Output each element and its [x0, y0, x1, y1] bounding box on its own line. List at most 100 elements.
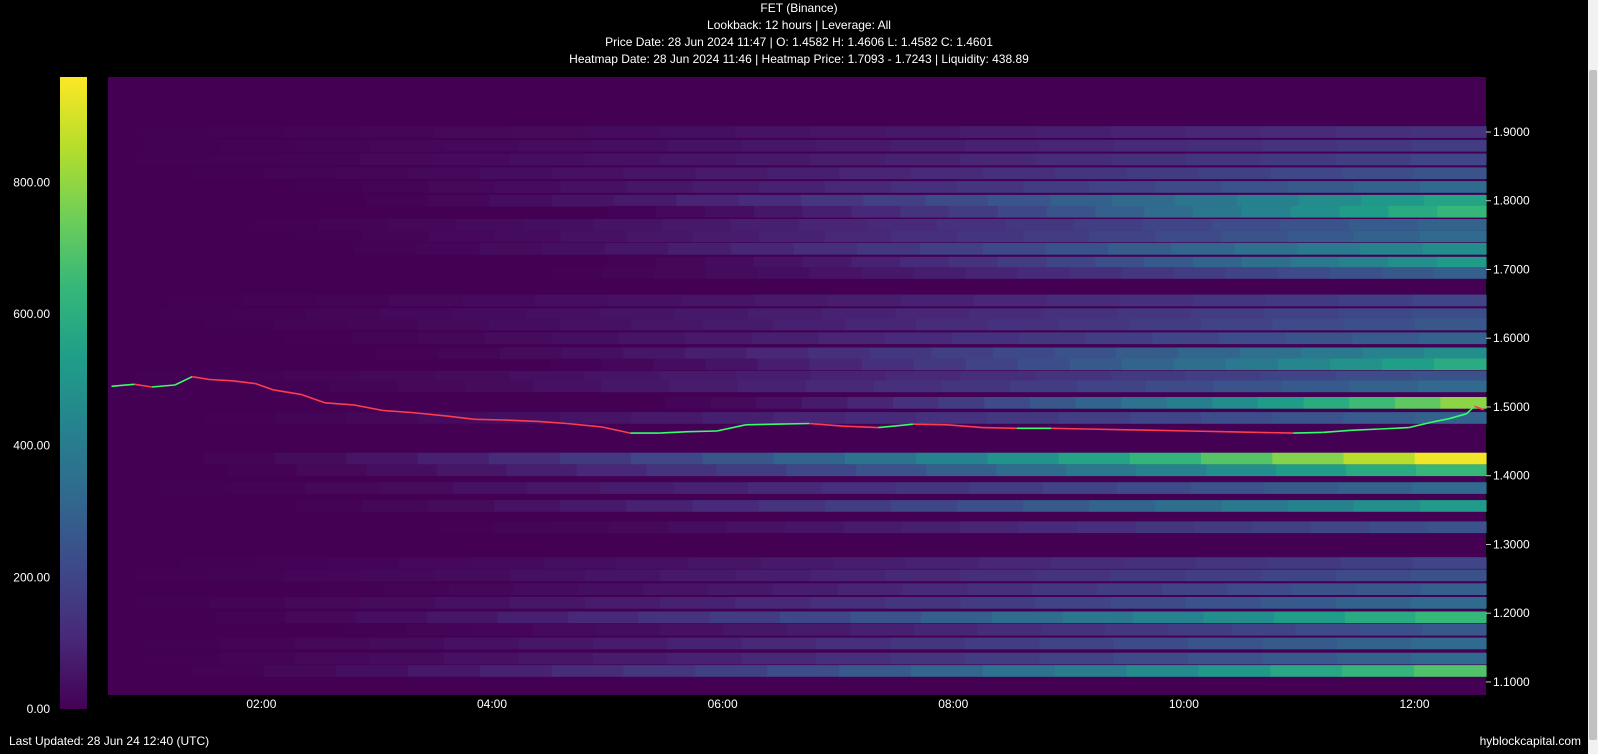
liquidity-cell: [315, 294, 390, 307]
liquidity-cell: [1301, 347, 1364, 360]
liquidity-cell: [824, 230, 892, 243]
liquidity-cell: [203, 452, 276, 465]
liquidity-cell: [1077, 521, 1136, 534]
price-segment: [1154, 429, 1190, 432]
liquidity-cell: [1110, 153, 1187, 166]
colorbar-tick-label: 400.00: [13, 439, 50, 453]
liquidity-cell: [895, 308, 970, 320]
liquidity-cell: [723, 623, 788, 636]
liquidity-cell: [767, 665, 840, 677]
liquidity-cell: [376, 347, 439, 360]
liquidity-cell: [730, 219, 800, 231]
liquidity-cell: [455, 219, 526, 231]
colorbar-gradient: [60, 77, 87, 709]
liquidity-cell: [919, 243, 984, 255]
liquidity-cell: [626, 230, 694, 243]
liquidity-cell: [1388, 256, 1438, 269]
liquidity-cell: [1272, 318, 1345, 331]
liquidity-cell: [702, 452, 775, 465]
liquidity-cell: [741, 139, 817, 152]
liquidity-cell: [448, 583, 515, 595]
liquidity-cell: [600, 482, 675, 494]
liquidity-cell: [710, 397, 757, 409]
liquidity-cell: [809, 358, 863, 371]
liquidity-cell: [1219, 332, 1287, 345]
liquidity-cell: [1173, 267, 1227, 279]
liquidity-cell: [758, 230, 826, 243]
brand-link[interactable]: hyblockcapital.com: [1479, 734, 1581, 748]
liquidity-cell: [667, 652, 743, 665]
liquidity-cell: [366, 464, 438, 477]
liquidity-cell: [342, 623, 407, 636]
liquidity-cell: [773, 412, 846, 424]
liquidity-cell: [1277, 267, 1331, 279]
liquidity-cell: [1046, 205, 1097, 218]
liquidity-cell: [1410, 370, 1487, 383]
liquidity-cell: [434, 597, 511, 609]
liquidity-cell: [1335, 153, 1412, 166]
liquidity-cell: [1188, 637, 1264, 650]
liquidity-cell: [146, 637, 222, 650]
liquidity-cell: [827, 294, 902, 307]
liquidity-cell: [329, 380, 398, 393]
liquidity-cell: [1035, 126, 1112, 138]
liquidity-cell: [726, 521, 786, 534]
liquidity-cell: [810, 370, 886, 383]
liquidity-cell: [417, 452, 490, 465]
liquidity-cell: [692, 181, 760, 193]
liquidity-cell: [623, 167, 696, 180]
liquidity-cell: [756, 397, 803, 409]
liquidity-cell: [1110, 126, 1187, 138]
liquidity-cell: [1190, 308, 1266, 320]
liquidity-cell: [1346, 464, 1417, 477]
liquidity-cell: [816, 652, 891, 665]
liquidity-cell: [379, 482, 454, 494]
liquidity-cell: [506, 464, 578, 477]
liquidity-cell: [1270, 167, 1343, 180]
liquidity-cell: [359, 126, 436, 138]
liquidity-cell: [851, 205, 901, 218]
liquidity-cell: [916, 452, 988, 465]
liquidity-cell: [192, 167, 265, 180]
liquidity-cell: [890, 139, 966, 152]
scrollbar[interactable]: [1588, 0, 1598, 754]
liquidity-cell: [1005, 219, 1075, 231]
liquidity-cell: [285, 611, 357, 624]
liquidity-cell: [1423, 243, 1487, 255]
liquidity-cell: [685, 332, 753, 345]
liquidity-cell: [264, 167, 337, 180]
liquidity-cell: [398, 557, 472, 569]
liquidity-cell: [893, 397, 940, 409]
liquidity-cell: [1277, 358, 1331, 371]
liquidity-cell: [773, 318, 846, 331]
liquidity-cell: [1335, 597, 1412, 609]
liquidity-cell: [1329, 358, 1383, 371]
liquidity-cell: [1077, 380, 1147, 393]
liquidity-cell: [1201, 318, 1273, 331]
liquidity-cell: [824, 500, 892, 512]
liquidity-cell: [1388, 205, 1438, 218]
liquidity-cell: [1329, 267, 1383, 279]
liquidity-cell: [379, 308, 454, 320]
liquidity-cell: [325, 557, 399, 569]
liquidity-cell: [1073, 219, 1144, 231]
liquidity-cell: [885, 332, 953, 345]
liquidity-cell: [249, 219, 320, 231]
liquidity-cell: [1023, 500, 1090, 512]
liquidity-cell: [965, 267, 1019, 279]
liquidity-cell: [499, 347, 563, 360]
liquidity-cell: [1121, 358, 1175, 371]
liquidity-cell: [960, 569, 1037, 582]
liquidity-cell: [674, 482, 749, 494]
liquidity-cell: [1142, 219, 1212, 231]
scrollbar-thumb[interactable]: [1589, 70, 1597, 740]
liquidity-cell: [479, 167, 553, 180]
liquidity-cell: [1262, 637, 1338, 650]
liquidity-cell: [1343, 452, 1416, 465]
liquidity-cell: [549, 358, 603, 371]
liquidity-cell: [1155, 500, 1223, 512]
liquidity-cell: [960, 370, 1037, 383]
liquidity-cell: [1069, 267, 1123, 279]
liquidity-cell: [134, 370, 211, 383]
